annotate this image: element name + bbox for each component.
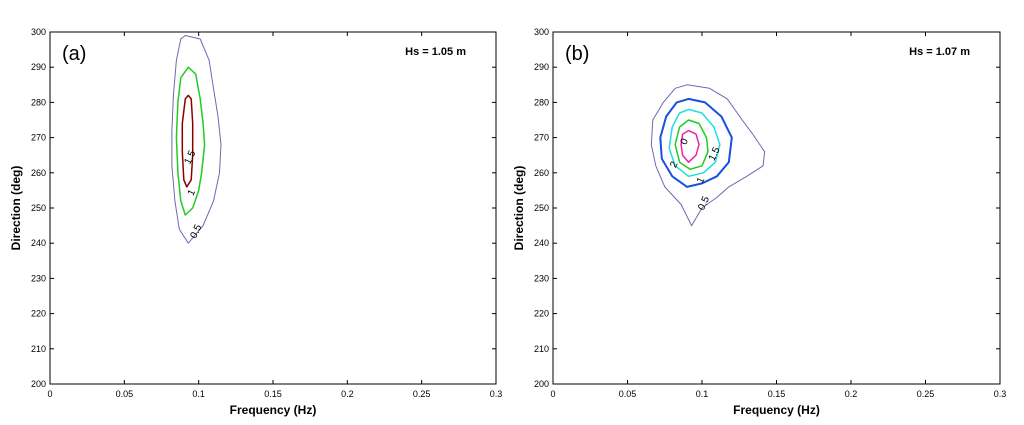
plot-area bbox=[49, 31, 497, 385]
x-tick-label: 0 bbox=[550, 389, 555, 399]
contour-line-1 bbox=[659, 97, 733, 188]
contour-label: 0.5 bbox=[189, 223, 205, 241]
contour-label: 1 bbox=[695, 175, 708, 185]
y-tick-label: 230 bbox=[31, 273, 46, 283]
y-tick-label: 260 bbox=[31, 168, 46, 178]
x-axis-title: Frequency (Hz) bbox=[733, 403, 820, 417]
y-tick-label: 200 bbox=[31, 379, 46, 389]
x-tick-label: 0.15 bbox=[264, 389, 282, 399]
y-tick-label: 220 bbox=[534, 309, 549, 319]
y-tick-label: 280 bbox=[31, 97, 46, 107]
y-tick-label: 250 bbox=[31, 203, 46, 213]
x-tick-label: 0.25 bbox=[917, 389, 935, 399]
hs-annotation: Hs = 1.05 m bbox=[405, 46, 466, 58]
contour-line-1 bbox=[175, 66, 206, 216]
y-axis-title: Direction (deg) bbox=[512, 166, 526, 251]
contour-line-1-5 bbox=[181, 94, 194, 188]
contour-line-2-5 bbox=[680, 129, 700, 163]
y-tick-label: 250 bbox=[534, 203, 549, 213]
hs-annotation: Hs = 1.07 m bbox=[909, 46, 970, 58]
contour-label: 1.5 bbox=[183, 149, 199, 167]
contour-label: 2 bbox=[668, 160, 681, 170]
y-tick-label: 290 bbox=[31, 62, 46, 72]
contour-line-2 bbox=[674, 119, 709, 171]
y-tick-label: 240 bbox=[31, 238, 46, 248]
x-tick-label: 0.2 bbox=[341, 389, 354, 399]
x-tick-label: 0.3 bbox=[490, 389, 503, 399]
y-tick-label: 230 bbox=[534, 273, 549, 283]
y-tick-label: 280 bbox=[534, 97, 549, 107]
x-tick-label: 0.05 bbox=[116, 389, 134, 399]
x-tick-label: 0.15 bbox=[768, 389, 786, 399]
y-tick-label: 210 bbox=[31, 344, 46, 354]
plot-area bbox=[552, 31, 1001, 385]
x-tick-label: 0.05 bbox=[619, 389, 637, 399]
chart-panel-a: 0 0.05 0.1 0.15 0.2 0.25 0.3 200 210 220 230 240 250… bbox=[9, 27, 502, 417]
x-tick-label: 0.25 bbox=[413, 389, 431, 399]
x-tick-label: 0.3 bbox=[994, 389, 1007, 399]
y-tick-label: 300 bbox=[534, 27, 549, 37]
x-axis-title: Frequency (Hz) bbox=[230, 403, 317, 417]
x-tick-label: 0.2 bbox=[845, 389, 858, 399]
contour-line-0-5 bbox=[650, 84, 766, 227]
y-tick-label: 260 bbox=[534, 168, 549, 178]
y-axis-title: Direction (deg) bbox=[9, 166, 23, 251]
x-tick-label: 0 bbox=[47, 389, 52, 399]
y-tick-label: 270 bbox=[534, 133, 549, 143]
x-tick-label: 0.1 bbox=[192, 389, 205, 399]
contour-line-1-5 bbox=[668, 108, 721, 178]
y-tick-label: 270 bbox=[31, 133, 46, 143]
panel-label: (b) bbox=[565, 43, 589, 65]
chart-panel-b: 0 0.05 0.1 0.15 0.2 0.25 0.3200210220230240250… bbox=[512, 27, 1006, 417]
contour-line-0-5 bbox=[171, 35, 222, 244]
contour-label: 1.5 bbox=[707, 145, 723, 163]
contour-label: 1 bbox=[186, 188, 199, 198]
x-tick-label: 0.1 bbox=[696, 389, 709, 399]
y-tick-label: 210 bbox=[534, 344, 549, 354]
contour-label: 0.5 bbox=[696, 194, 712, 212]
y-tick-label: 290 bbox=[534, 62, 549, 72]
y-tick-label: 300 bbox=[31, 27, 46, 37]
panel-label: (a) bbox=[62, 43, 86, 65]
y-tick-label: 240 bbox=[534, 238, 549, 248]
contour-label: 0 bbox=[679, 137, 692, 147]
y-tick-label: 220 bbox=[31, 309, 46, 319]
y-tick-label: 200 bbox=[534, 379, 549, 389]
